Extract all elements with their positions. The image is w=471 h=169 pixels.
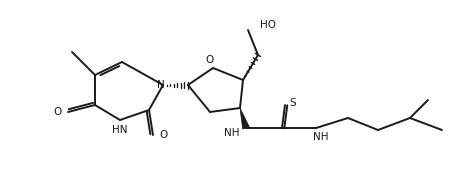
Text: O: O [159, 130, 167, 140]
Text: S: S [290, 98, 296, 108]
Text: NH: NH [313, 132, 329, 142]
Text: O: O [54, 107, 62, 117]
Text: N: N [157, 80, 165, 90]
Text: O: O [206, 55, 214, 65]
Text: NH: NH [224, 128, 240, 138]
Text: HO: HO [260, 20, 276, 30]
Polygon shape [240, 108, 249, 129]
Text: HN: HN [112, 125, 128, 135]
